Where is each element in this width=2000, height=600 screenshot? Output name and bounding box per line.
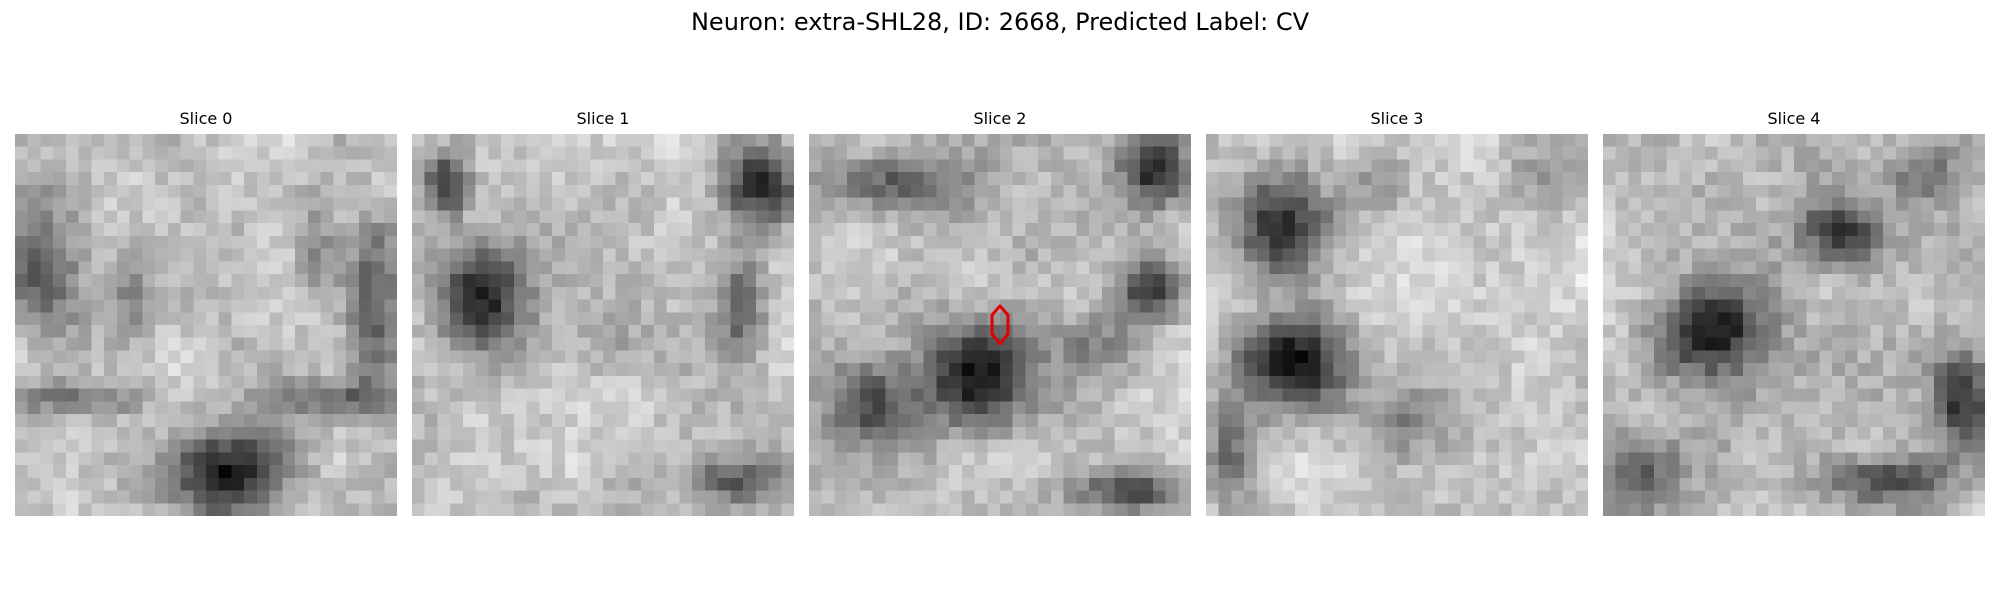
slice-title: Slice 1 xyxy=(576,109,630,128)
slice-title: Slice 4 xyxy=(1767,109,1821,128)
slice-image-4 xyxy=(1603,134,1985,516)
slice-panel-2: Slice 2 xyxy=(809,108,1191,518)
slice-image-2 xyxy=(809,134,1191,516)
figure-title: Neuron: extra-SHL28, ID: 2668, Predicted… xyxy=(690,8,1310,36)
slice-panel-3: Slice 3 xyxy=(1206,108,1588,518)
slice-title: Slice 2 xyxy=(973,109,1027,128)
slice-image-0 xyxy=(15,134,397,516)
slice-panel-1: Slice 1 xyxy=(412,108,794,518)
slice-title: Slice 0 xyxy=(179,109,233,128)
slice-title: Slice 3 xyxy=(1370,109,1424,128)
slice-image-1 xyxy=(412,134,794,516)
slice-panel-0: Slice 0 xyxy=(15,108,397,518)
slice-image-3 xyxy=(1206,134,1588,516)
slice-panel-4: Slice 4 xyxy=(1603,108,1985,518)
